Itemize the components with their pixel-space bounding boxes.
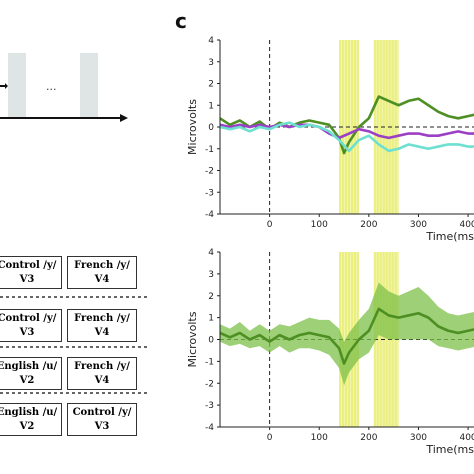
x-tick-label: 0 [267,433,273,443]
timeline-arrowhead [120,114,128,122]
condition-label: French /y/ [74,260,130,271]
condition-label: English /u/ [0,361,58,372]
x-tick-label: 400 [459,433,474,443]
y-tick-label: 2 [208,292,214,302]
series-line [219,121,474,153]
y-tick-label: -2 [205,379,214,389]
series-line [219,123,474,140]
condition-box: French /y/ V4 [67,357,137,390]
timeline-ellipsis: ... [46,80,57,93]
y-tick-label: 4 [208,248,214,258]
condition-box: French /y/ V4 [67,309,137,342]
condition-vowel: V3 [19,327,35,338]
condition-vowel: V2 [19,421,35,432]
condition-separators [0,296,150,394]
y-tick-label: 1 [208,314,214,324]
x-tick-label: 0 [267,220,273,230]
condition-box: Control /y/ V3 [67,403,137,436]
series-line [219,307,474,365]
schematic-timeline: ... [0,53,128,122]
condition-label: English /u/ [0,407,58,418]
x-tick-label: 200 [360,220,377,230]
condition-box: English /u/ V2 [0,403,62,436]
panel-letter: c [175,9,187,33]
x-tick-label: 100 [311,220,328,230]
condition-vowel: V4 [94,375,110,386]
confidence-band [220,282,474,386]
condition-vowel: V4 [94,274,110,285]
y-tick-label: 3 [208,270,214,280]
condition-label: Control /y/ [72,407,132,418]
small-arrow-icon [0,83,8,89]
y-axis-label: Microvolts [186,311,199,367]
y-tick-label: -4 [205,210,214,220]
condition-label: Control /y/ [0,260,57,271]
condition-box: French /y/ V4 [67,256,137,289]
x-axis-label: Time(ms [425,230,474,243]
condition-box: Control /y/ V3 [0,256,62,289]
stimulus-block-1 [8,53,26,117]
x-tick-label: 300 [410,220,427,230]
erp-plot-bottom: -4 -3 -2 -1 0 1 2 3 4 0 100 200 300 400 Microvolts Time… [186,248,474,456]
y-tick-label: 2 [208,80,214,90]
y-tick-label: 3 [208,58,214,68]
x-axis-label: Time(ms [425,443,474,456]
y-axis-label: Microvolts [186,99,199,155]
condition-label: French /y/ [74,361,130,372]
y-tick-label: -1 [205,357,214,367]
stimulus-block-2 [80,53,98,117]
y-tick-label: 4 [208,36,214,46]
erp-plot-top: -4 -3 -2 -1 0 1 2 3 4 0 100 200 300 400 Microvolts Time… [186,36,474,243]
x-tick-label: 100 [311,433,328,443]
y-tick-label: -3 [205,401,214,411]
x-tick-label: 400 [459,220,474,230]
condition-vowel: V2 [19,375,35,386]
condition-box: English /u/ V2 [0,357,62,390]
y-tick-label: 1 [208,101,214,111]
y-tick-label: 0 [208,336,214,346]
condition-label: Control /y/ [0,313,57,324]
y-tick-label: -4 [205,423,214,433]
x-tick-label: 200 [360,433,377,443]
x-tick-label: 300 [410,433,427,443]
y-tick-label: -3 [205,188,214,198]
condition-vowel: V3 [94,421,110,432]
y-tick-label: -2 [205,167,214,177]
y-tick-label: -1 [205,145,214,155]
y-tick-label: 0 [208,123,214,133]
condition-vowel: V3 [19,274,35,285]
condition-box: Control /y/ V3 [0,309,62,342]
condition-label: French /y/ [74,313,130,324]
condition-vowel: V4 [94,327,110,338]
